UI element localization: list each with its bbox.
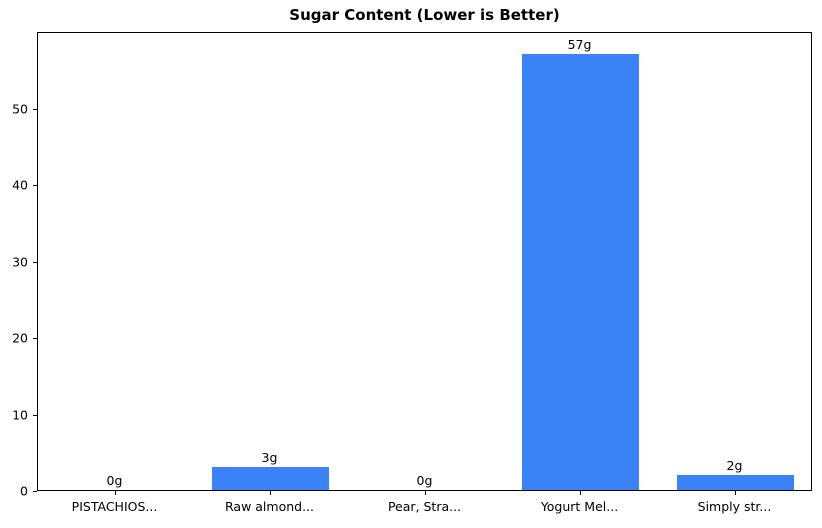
y-tick-label: 0	[20, 483, 28, 499]
x-tick-mark	[115, 491, 116, 495]
x-tick-mark	[735, 491, 736, 495]
x-tick-label: Pear, Stra...	[387, 499, 462, 514]
y-tick-label: 30	[12, 254, 28, 269]
plot-area	[37, 32, 812, 491]
y-tick-mark	[33, 185, 37, 186]
y-tick-label: 20	[12, 330, 28, 346]
bar-3	[522, 54, 639, 490]
y-tick-label: 40	[12, 177, 28, 193]
x-tick-mark	[425, 491, 426, 495]
y-tick-mark	[33, 491, 37, 492]
x-tick-label: Raw almond...	[224, 499, 315, 514]
y-tick-label: 10	[12, 407, 28, 422]
bar-4	[677, 475, 794, 490]
y-tick-mark	[33, 338, 37, 339]
bar-1	[212, 467, 329, 490]
chart-title: Sugar Content (Lower is Better)	[289, 6, 560, 24]
bar-value-label: 3g	[261, 450, 278, 466]
y-tick-mark	[33, 262, 37, 263]
y-tick-mark	[33, 415, 37, 416]
x-tick-label: Yogurt Mel...	[540, 499, 619, 514]
x-tick-mark	[270, 491, 271, 495]
bar-value-label: 0g	[106, 473, 123, 488]
bar-value-label: 57g	[567, 36, 592, 52]
bar-value-label: 2g	[726, 457, 743, 473]
y-tick-label: 50	[12, 101, 28, 116]
x-tick-mark	[580, 491, 581, 495]
x-tick-label: Simply str...	[697, 499, 772, 514]
bar-value-label: 0g	[416, 473, 433, 488]
x-tick-label: PISTACHIOS...	[71, 499, 158, 514]
y-tick-mark	[33, 109, 37, 110]
